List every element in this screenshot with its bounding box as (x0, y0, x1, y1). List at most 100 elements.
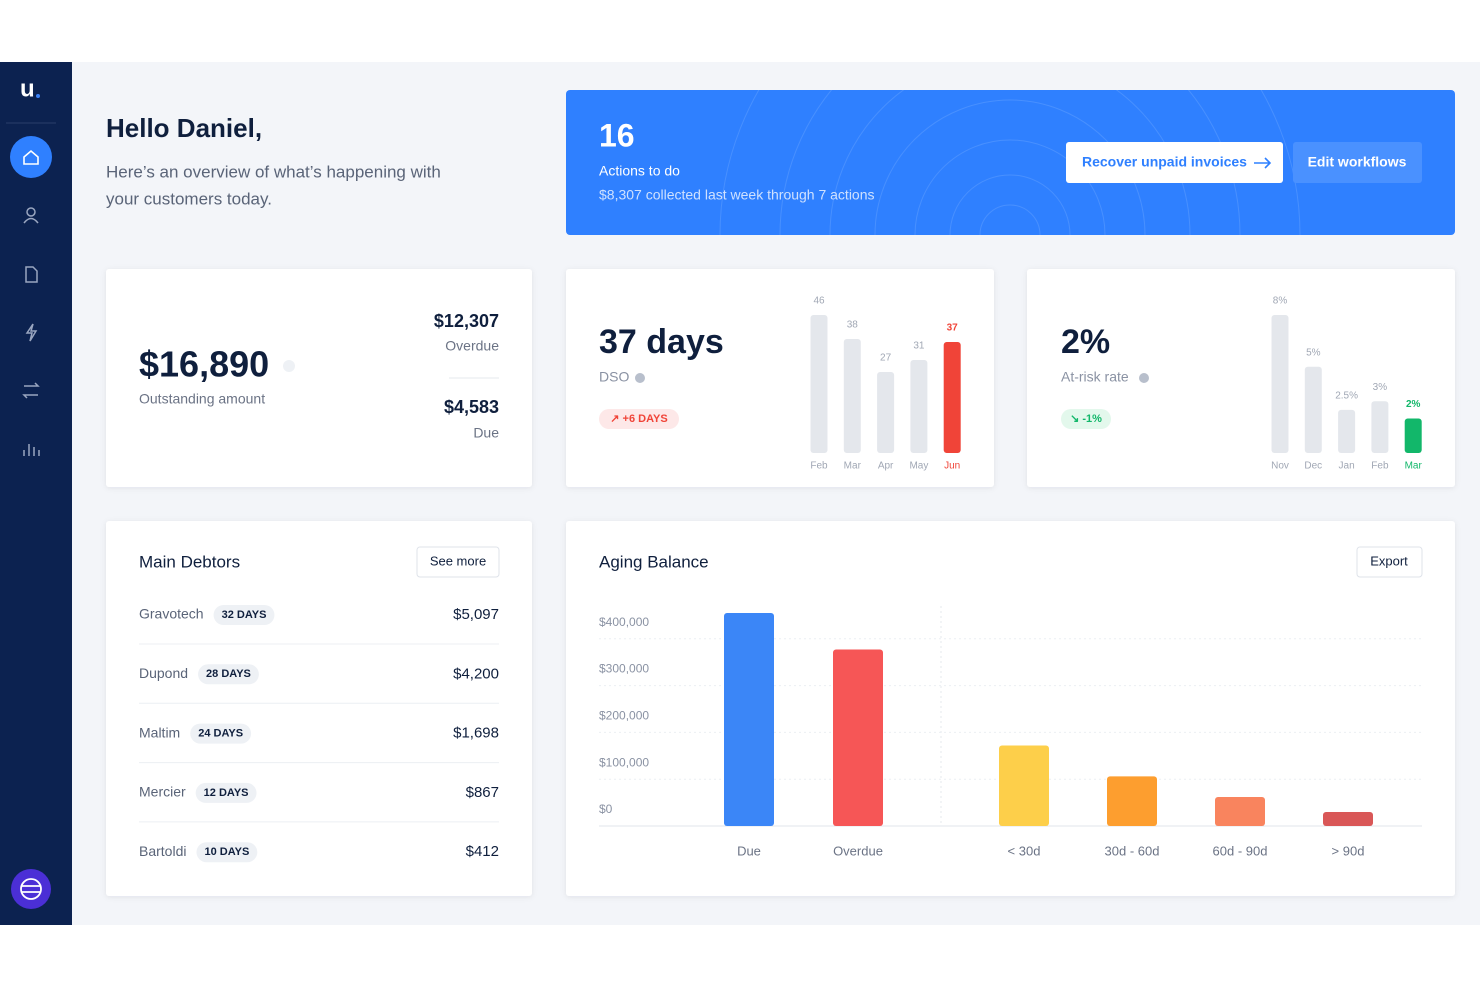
nav-home[interactable] (10, 136, 52, 178)
banner (566, 90, 1455, 235)
greeting-subtitle: Here’s an overview of what’s happening w… (106, 162, 441, 181)
primary-button[interactable] (1066, 142, 1283, 183)
due-label: Due (473, 425, 499, 441)
bar (724, 613, 774, 826)
bar (1304, 366, 1322, 453)
debtor-amount: $412 (466, 843, 499, 860)
dso-value: 37 days (599, 323, 724, 361)
primary-button-label: Recover unpaid invoices (1082, 154, 1247, 170)
days-badge-label: 12 DAYS (204, 787, 249, 799)
x-tick-label: Due (737, 843, 761, 858)
bar (833, 649, 883, 826)
x-tick-label: Apr (878, 461, 894, 472)
x-tick-label: Jun (944, 461, 960, 472)
x-tick-label: Mar (844, 461, 862, 472)
info-icon (1139, 373, 1149, 383)
nav-actions[interactable] (25, 323, 38, 342)
bar (943, 342, 961, 453)
card (106, 269, 532, 487)
risk-value: 2% (1061, 323, 1110, 361)
overdue-amount: $12,307 (434, 311, 499, 331)
greeting-subtitle: your customers today. (106, 189, 272, 208)
x-tick-label: May (909, 461, 928, 472)
dso-badge-label: ↗ +6 DAYS (610, 413, 667, 425)
x-tick-label: 60d - 90d (1213, 843, 1268, 858)
debtor-name: Dupond (139, 665, 188, 681)
value-label: 27 (880, 353, 892, 364)
debtor-name: Mercier (139, 784, 186, 800)
x-tick-label: Feb (1371, 461, 1389, 472)
banner-note: $8,307 collected last week through 7 act… (599, 187, 875, 203)
bar (877, 372, 895, 453)
dso-label: DSO (599, 369, 629, 385)
days-badge (198, 664, 259, 685)
export-button[interactable] (1356, 546, 1423, 578)
bar (810, 315, 828, 453)
debtor-name: Bartoldi (139, 843, 186, 859)
overdue-label: Overdue (445, 338, 499, 354)
value-label: 31 (913, 341, 925, 352)
value-label: 46 (813, 296, 825, 307)
secondary-button-label: Edit workflows (1308, 154, 1407, 170)
bar (1323, 811, 1373, 826)
banner-label: Actions to do (599, 163, 680, 179)
secondary-button[interactable] (1293, 142, 1422, 183)
bar (1271, 315, 1289, 453)
sidebar (0, 62, 72, 925)
outstanding-amount: $16,890 (139, 344, 269, 385)
y-tick-label: $0 (599, 802, 613, 816)
x-tick-label: Mar (1405, 461, 1423, 472)
banner-count: 16 (599, 117, 635, 153)
nav-invoices[interactable] (25, 266, 38, 283)
arrow-icon (1254, 157, 1272, 169)
x-tick-label: Feb (810, 461, 828, 472)
days-badge (190, 723, 252, 744)
value-label: 38 (847, 320, 859, 331)
nav-workspace[interactable] (11, 869, 51, 909)
y-tick-label: $100,000 (599, 755, 649, 769)
aging-title: Aging Balance (599, 552, 709, 571)
value-label: 5% (1306, 347, 1321, 358)
home-icon (23, 149, 39, 165)
x-tick-label: Overdue (833, 843, 883, 858)
value-label: 2% (1406, 399, 1421, 410)
debtor-name: Maltim (139, 724, 180, 740)
nav-customers[interactable] (23, 207, 39, 224)
debtor-amount: $4,200 (453, 665, 499, 682)
days-badge-label: 32 DAYS (222, 609, 267, 621)
bar (1107, 776, 1157, 826)
card (566, 521, 1455, 896)
workspace-icon (20, 878, 42, 900)
x-tick-label: Nov (1271, 461, 1289, 472)
y-tick-label: $200,000 (599, 709, 649, 723)
y-tick-label: $300,000 (599, 662, 649, 676)
logo-dot (36, 94, 40, 98)
x-tick-label: Dec (1304, 461, 1322, 472)
greeting-title: Hello Daniel, (106, 113, 262, 143)
info-icon (635, 373, 645, 383)
bar (1371, 401, 1389, 453)
bar (1215, 796, 1265, 826)
export-label: Export (1370, 553, 1408, 568)
x-tick-label: < 30d (1008, 843, 1041, 858)
x-tick-label: 30d - 60d (1105, 843, 1160, 858)
logo: u (20, 75, 35, 102)
nav-transfers[interactable] (22, 382, 40, 399)
banner-decoration (719, 90, 1301, 235)
debtor-amount: $867 (466, 784, 499, 801)
dso-badge (599, 409, 679, 429)
risk-label: At-risk rate (1061, 369, 1129, 385)
see-more-button[interactable] (416, 546, 500, 578)
risk-badge (1061, 409, 1111, 429)
value-label: 2.5% (1335, 391, 1358, 402)
due-amount: $4,583 (444, 397, 499, 417)
nav-analytics[interactable] (23, 444, 40, 456)
x-tick-label: Jan (1339, 461, 1355, 472)
debtor-amount: $5,097 (453, 606, 499, 623)
card (566, 269, 994, 487)
days-badge-label: 10 DAYS (204, 846, 249, 858)
debtor-amount: $1,698 (453, 725, 499, 742)
y-tick-label: $400,000 (599, 615, 649, 629)
value-label: 8% (1273, 296, 1288, 307)
